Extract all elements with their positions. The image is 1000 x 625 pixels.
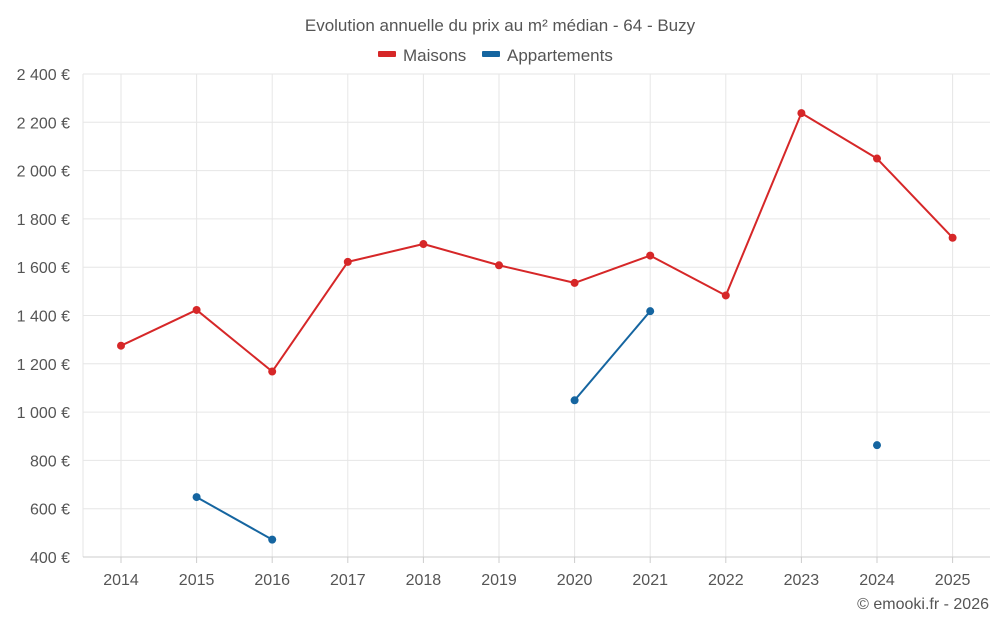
- x-tick-label: 2018: [406, 572, 442, 589]
- y-tick-label: 1 600 €: [17, 260, 70, 277]
- data-point-appartements-2020[interactable]: [570, 396, 579, 405]
- data-point-maisons-2015[interactable]: [192, 305, 201, 314]
- series-group: [117, 109, 957, 544]
- x-tick-label: 2023: [784, 572, 820, 589]
- data-point-maisons-2016[interactable]: [268, 367, 277, 376]
- y-tick-label: 2 000 €: [17, 164, 70, 181]
- legend: Maisons Appartements: [378, 46, 613, 65]
- series-line-appartements: [196, 496, 273, 541]
- y-axis-ticks: 400 € 600 € 800 € 1 000 € 1 200 € 1 400 € 1 60…: [17, 67, 70, 567]
- data-point-maisons-2021[interactable]: [646, 251, 655, 260]
- x-tick-label: 2014: [103, 572, 139, 589]
- data-point-maisons-2018[interactable]: [419, 240, 428, 249]
- series-line-maisons: [120, 112, 954, 373]
- x-tick-label: 2024: [859, 572, 895, 589]
- data-point-maisons-2020[interactable]: [570, 278, 579, 287]
- y-tick-label: 600 €: [30, 502, 70, 519]
- x-axis-ticks: 2014 2015 2016 2017 2018 2019 2020 2021 2022 2023…: [103, 572, 970, 589]
- y-tick-label: 1 800 €: [17, 212, 70, 229]
- y-tick-label: 1 400 €: [17, 309, 70, 326]
- x-tick-label: 2020: [557, 572, 593, 589]
- data-point-maisons-2019[interactable]: [495, 261, 503, 270]
- y-tick-label: 1 000 €: [17, 405, 70, 422]
- data-point-maisons-2014[interactable]: [117, 341, 125, 350]
- y-tick-label: 1 200 €: [17, 357, 70, 374]
- data-point-appartements-2021[interactable]: [646, 307, 655, 316]
- data-point-maisons-2022[interactable]: [721, 291, 730, 300]
- x-tick-label: 2021: [632, 572, 668, 589]
- grid: [82, 73, 990, 563]
- legend-label-appartements[interactable]: Appartements: [507, 46, 613, 65]
- x-tick-label: 2025: [935, 572, 971, 589]
- data-point-appartements-2016[interactable]: [268, 535, 277, 544]
- credit-text: © emooki.fr - 2026: [857, 596, 989, 613]
- legend-swatch-appartements[interactable]: [482, 51, 500, 57]
- y-tick-label: 400 €: [30, 550, 70, 567]
- x-tick-label: 2015: [179, 572, 215, 589]
- data-point-appartements-2015[interactable]: [192, 493, 201, 502]
- series-line-appartements: [573, 310, 651, 401]
- data-point-maisons-2024[interactable]: [873, 154, 881, 163]
- y-tick-label: 800 €: [30, 453, 70, 470]
- x-tick-label: 2022: [708, 572, 744, 589]
- x-tick-label: 2019: [481, 572, 517, 589]
- x-tick-label: 2017: [330, 572, 366, 589]
- x-tick-label: 2016: [254, 572, 290, 589]
- y-tick-label: 2 400 €: [17, 67, 70, 84]
- data-point-maisons-2017[interactable]: [343, 257, 352, 266]
- chart-title: Evolution annuelle du prix au m² médian …: [305, 16, 696, 35]
- legend-swatch-maisons[interactable]: [378, 51, 396, 57]
- data-point-appartements-2024[interactable]: [873, 441, 881, 450]
- y-tick-label: 2 200 €: [17, 115, 70, 132]
- data-point-maisons-2025[interactable]: [948, 233, 957, 242]
- data-point-maisons-2023[interactable]: [797, 109, 806, 118]
- legend-label-maisons[interactable]: Maisons: [403, 46, 466, 65]
